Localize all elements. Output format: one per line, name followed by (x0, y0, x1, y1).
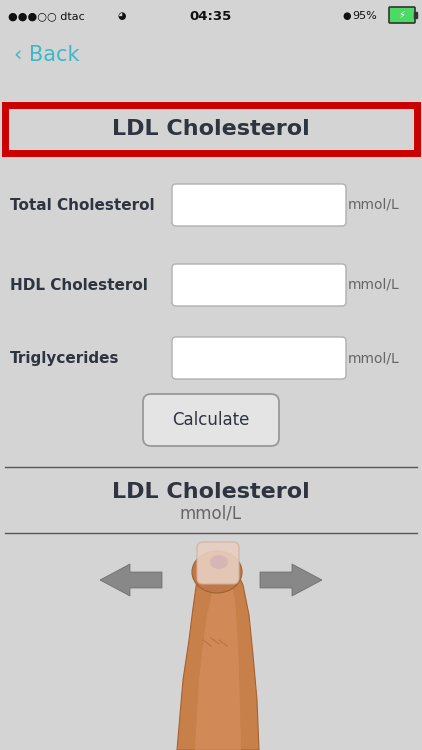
FancyBboxPatch shape (172, 337, 346, 379)
Text: ‹ Back: ‹ Back (14, 45, 79, 65)
Bar (414, 12, 417, 18)
Text: 95%: 95% (352, 11, 377, 21)
Text: Triglycerides: Triglycerides (10, 350, 119, 365)
Polygon shape (195, 575, 241, 750)
Text: ◕: ◕ (118, 11, 127, 21)
Text: mmol/L: mmol/L (348, 351, 400, 365)
Text: Total Cholesterol: Total Cholesterol (10, 197, 154, 212)
Text: HDL Cholesterol: HDL Cholesterol (10, 278, 148, 292)
Polygon shape (260, 564, 322, 596)
Polygon shape (177, 556, 259, 750)
FancyBboxPatch shape (197, 542, 239, 584)
Polygon shape (100, 564, 162, 596)
FancyBboxPatch shape (389, 7, 415, 23)
FancyBboxPatch shape (172, 264, 346, 306)
Text: ●: ● (342, 11, 351, 21)
Text: LDL Cholesterol: LDL Cholesterol (112, 482, 310, 502)
Text: ⚡: ⚡ (398, 10, 406, 20)
Text: mmol/L: mmol/L (348, 198, 400, 212)
Text: ●●●○○ dtac: ●●●○○ dtac (8, 11, 85, 21)
FancyBboxPatch shape (5, 105, 417, 153)
Ellipse shape (192, 551, 242, 593)
Text: Calculate: Calculate (172, 411, 250, 429)
Ellipse shape (210, 555, 228, 569)
Text: 04:35: 04:35 (190, 10, 232, 22)
FancyBboxPatch shape (143, 394, 279, 446)
Text: mmol/L: mmol/L (348, 278, 400, 292)
FancyBboxPatch shape (172, 184, 346, 226)
Text: mmol/L: mmol/L (180, 505, 242, 523)
Text: LDL Cholesterol: LDL Cholesterol (112, 119, 310, 139)
